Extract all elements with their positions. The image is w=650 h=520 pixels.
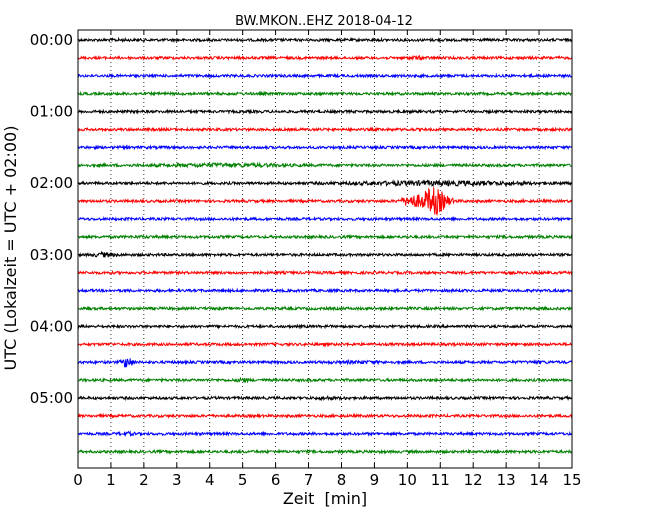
x-tick-label: 15 <box>562 471 581 489</box>
x-tick-label: 3 <box>172 471 182 489</box>
y-tick-label: 00:00 <box>30 31 73 49</box>
x-tick-label: 10 <box>398 471 417 489</box>
trace-group <box>77 36 573 455</box>
seismic-trace <box>77 305 573 312</box>
y-tick-label: 05:00 <box>30 389 73 407</box>
seismic-trace <box>77 161 573 169</box>
seismic-trace <box>77 394 573 402</box>
y-tick-label: 04:00 <box>30 317 73 335</box>
x-tick-label: 11 <box>431 471 450 489</box>
seismic-trace <box>77 144 573 151</box>
seismic-trace <box>77 54 573 62</box>
seismic-trace <box>77 187 573 216</box>
x-tick-label: 13 <box>497 471 516 489</box>
x-tick-label: 1 <box>106 471 116 489</box>
grid-lines <box>110 30 540 468</box>
seismic-trace <box>77 178 573 188</box>
seismic-trace <box>77 72 573 80</box>
x-ticks: 0 1 2 3 4 5 6 7 8 9 10 11 12 13 14 15 <box>73 30 582 489</box>
x-tick-label: 12 <box>464 471 483 489</box>
x-axis-label: Zeit [min] <box>283 489 367 508</box>
y-tick-label: 01:00 <box>30 103 73 121</box>
x-tick-label: 0 <box>73 471 83 489</box>
seismic-trace <box>77 269 573 276</box>
seismic-trace <box>77 108 573 115</box>
seismic-trace <box>77 126 573 133</box>
x-tick-label: 8 <box>337 471 347 489</box>
seismic-trace <box>77 448 573 455</box>
seismic-trace <box>77 90 573 97</box>
chart-title: BW.MKON..EHZ 2018-04-12 <box>235 14 413 29</box>
x-tick-label: 9 <box>370 471 380 489</box>
plot-frame <box>77 29 573 469</box>
seismic-trace <box>77 36 573 44</box>
seismic-trace <box>77 412 573 419</box>
seismic-trace <box>77 215 573 223</box>
seismic-trace <box>77 287 573 294</box>
seismic-trace <box>77 323 573 330</box>
x-tick-label: 4 <box>205 471 215 489</box>
seismic-trace <box>77 233 573 241</box>
y-tick-label: 02:00 <box>30 174 73 192</box>
seismic-trace <box>77 376 573 384</box>
x-tick-label: 6 <box>271 471 281 489</box>
seismic-trace <box>77 250 573 259</box>
seismic-trace <box>77 430 573 438</box>
y-axis-label: UTC (Lokalzeit = UTC + 02:00) <box>1 126 20 371</box>
x-tick-label: 14 <box>530 471 549 489</box>
x-tick-label: 7 <box>304 471 314 489</box>
x-tick-label: 5 <box>238 471 248 489</box>
y-ticks: 00:00 01:00 02:00 03:00 04:00 05:00 <box>30 31 572 407</box>
y-tick-label: 03:00 <box>30 246 73 264</box>
x-tick-label: 2 <box>139 471 149 489</box>
seismic-trace <box>77 358 573 368</box>
seismic-trace <box>77 341 573 348</box>
